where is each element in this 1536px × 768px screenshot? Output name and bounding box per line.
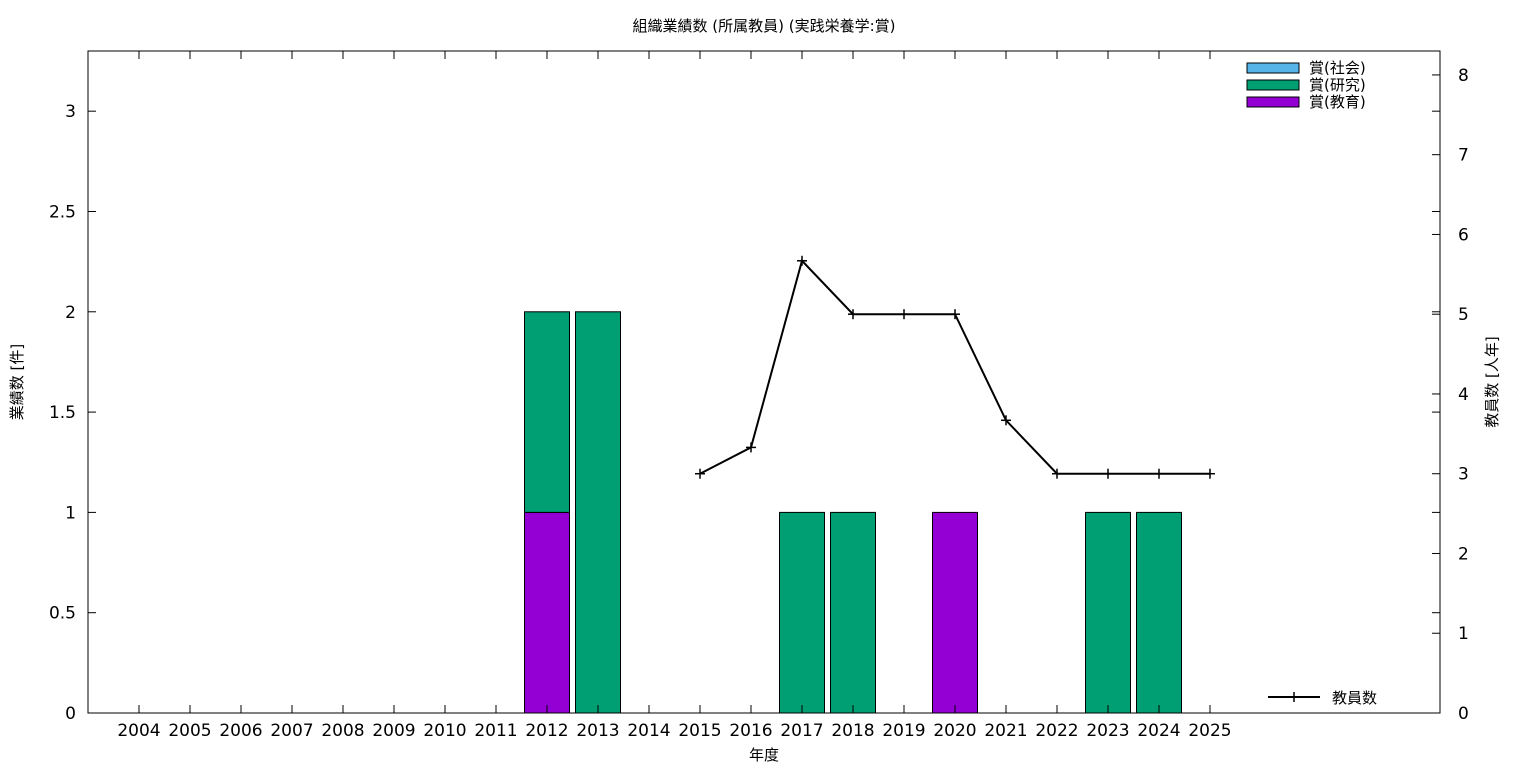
legend-label: 賞(研究) [1309,76,1366,94]
bar [1085,511,1131,714]
chart-title: 組織業績数 (所属教員) (実践栄養学:賞) [633,17,896,35]
y-tick-label: 1.5 [49,403,76,423]
bar [575,311,621,714]
y-axis-right: 0 1 2 3 4 5 6 7 8 [1432,66,1469,724]
x-tick-label: 2022 [1035,721,1078,741]
x-tick-label: 2014 [627,721,670,741]
x-tick-label: 2020 [933,721,976,741]
x-tick-label: 2007 [270,721,313,741]
x-axis: 2004 2005 2006 2007 2008 2009 2010 2011 2012 2013… [117,51,1232,741]
bar [1136,511,1182,714]
y-axis-left: 0 0.5 1 1.5 2 2.5 3 [49,102,1440,724]
y-tick-label: 3 [65,102,76,122]
y2-tick-label: 5 [1458,305,1469,325]
legend-item: 賞(研究) [1246,76,1366,94]
x-tick-label: 2012 [525,721,568,741]
line-legend-label: 教員数 [1332,689,1377,707]
x-tick-label: 2018 [831,721,874,741]
y2-tick-label: 3 [1458,465,1469,485]
x-tick-label: 2004 [117,721,160,741]
line-point [695,468,705,479]
y2-axis-label: 教員数 [人年] [1483,336,1501,427]
bar [779,511,825,714]
x-tick-label: 2025 [1188,721,1231,741]
y2-tick-label: 2 [1458,544,1469,564]
x-tick-label: 2010 [423,721,466,741]
bar [932,511,978,714]
y2-tick-label: 8 [1458,66,1469,86]
line-point [1052,468,1062,479]
x-tick-label: 2005 [168,721,211,741]
y2-tick-label: 4 [1458,385,1469,405]
line-point [1205,468,1215,479]
legend-swatch [1246,62,1300,74]
bars-layer [524,311,1182,714]
x-tick-label: 2009 [372,721,415,741]
y-tick-label: 2.5 [49,202,76,222]
y-axis-label: 業績数 [件] [8,344,26,420]
legend-label: 賞(社会) [1309,59,1366,77]
x-tick-label: 2017 [780,721,823,741]
x-tick-label: 2015 [678,721,721,741]
line-point [746,442,756,453]
line-point [848,309,858,320]
line-series-path [699,258,1210,475]
line-layer [695,255,1215,479]
bar [524,511,570,714]
x-tick-label: 2023 [1086,721,1129,741]
y-tick-label: 0.5 [49,604,76,624]
legend-swatch [1246,79,1300,91]
y-tick-label: 2 [65,303,76,323]
legend-item: 賞(社会) [1246,59,1366,77]
y-tick-label: 0 [65,704,76,724]
bar [524,311,570,513]
plot-frame [87,50,1441,714]
line-point [1154,468,1164,479]
x-tick-label: 2019 [882,721,925,741]
x-tick-label: 2006 [219,721,262,741]
y-tick-label: 1 [65,503,76,523]
legend-item: 賞(教育) [1246,93,1366,111]
y2-tick-label: 1 [1458,624,1469,644]
legend-label: 賞(教育) [1309,93,1366,111]
line-point [1103,468,1113,479]
y2-tick-label: 7 [1458,146,1469,166]
y2-tick-label: 0 [1458,704,1469,724]
x-tick-label: 2008 [321,721,364,741]
line-point [899,309,909,320]
line-point [797,255,807,266]
legend-swatch [1246,96,1300,108]
legend: 賞(社会)賞(研究)賞(教育) [1246,59,1366,111]
line-point [1001,415,1011,426]
x-tick-label: 2024 [1137,721,1180,741]
x-tick-label: 2013 [576,721,619,741]
bar [830,511,876,714]
x-axis-label: 年度 [749,746,779,764]
x-tick-label: 2016 [729,721,772,741]
line-legend: 教員数 [1268,689,1377,707]
x-tick-label: 2021 [984,721,1027,741]
x-tick-label: 2011 [474,721,517,741]
y2-tick-label: 6 [1458,225,1469,245]
line-point [950,309,960,320]
